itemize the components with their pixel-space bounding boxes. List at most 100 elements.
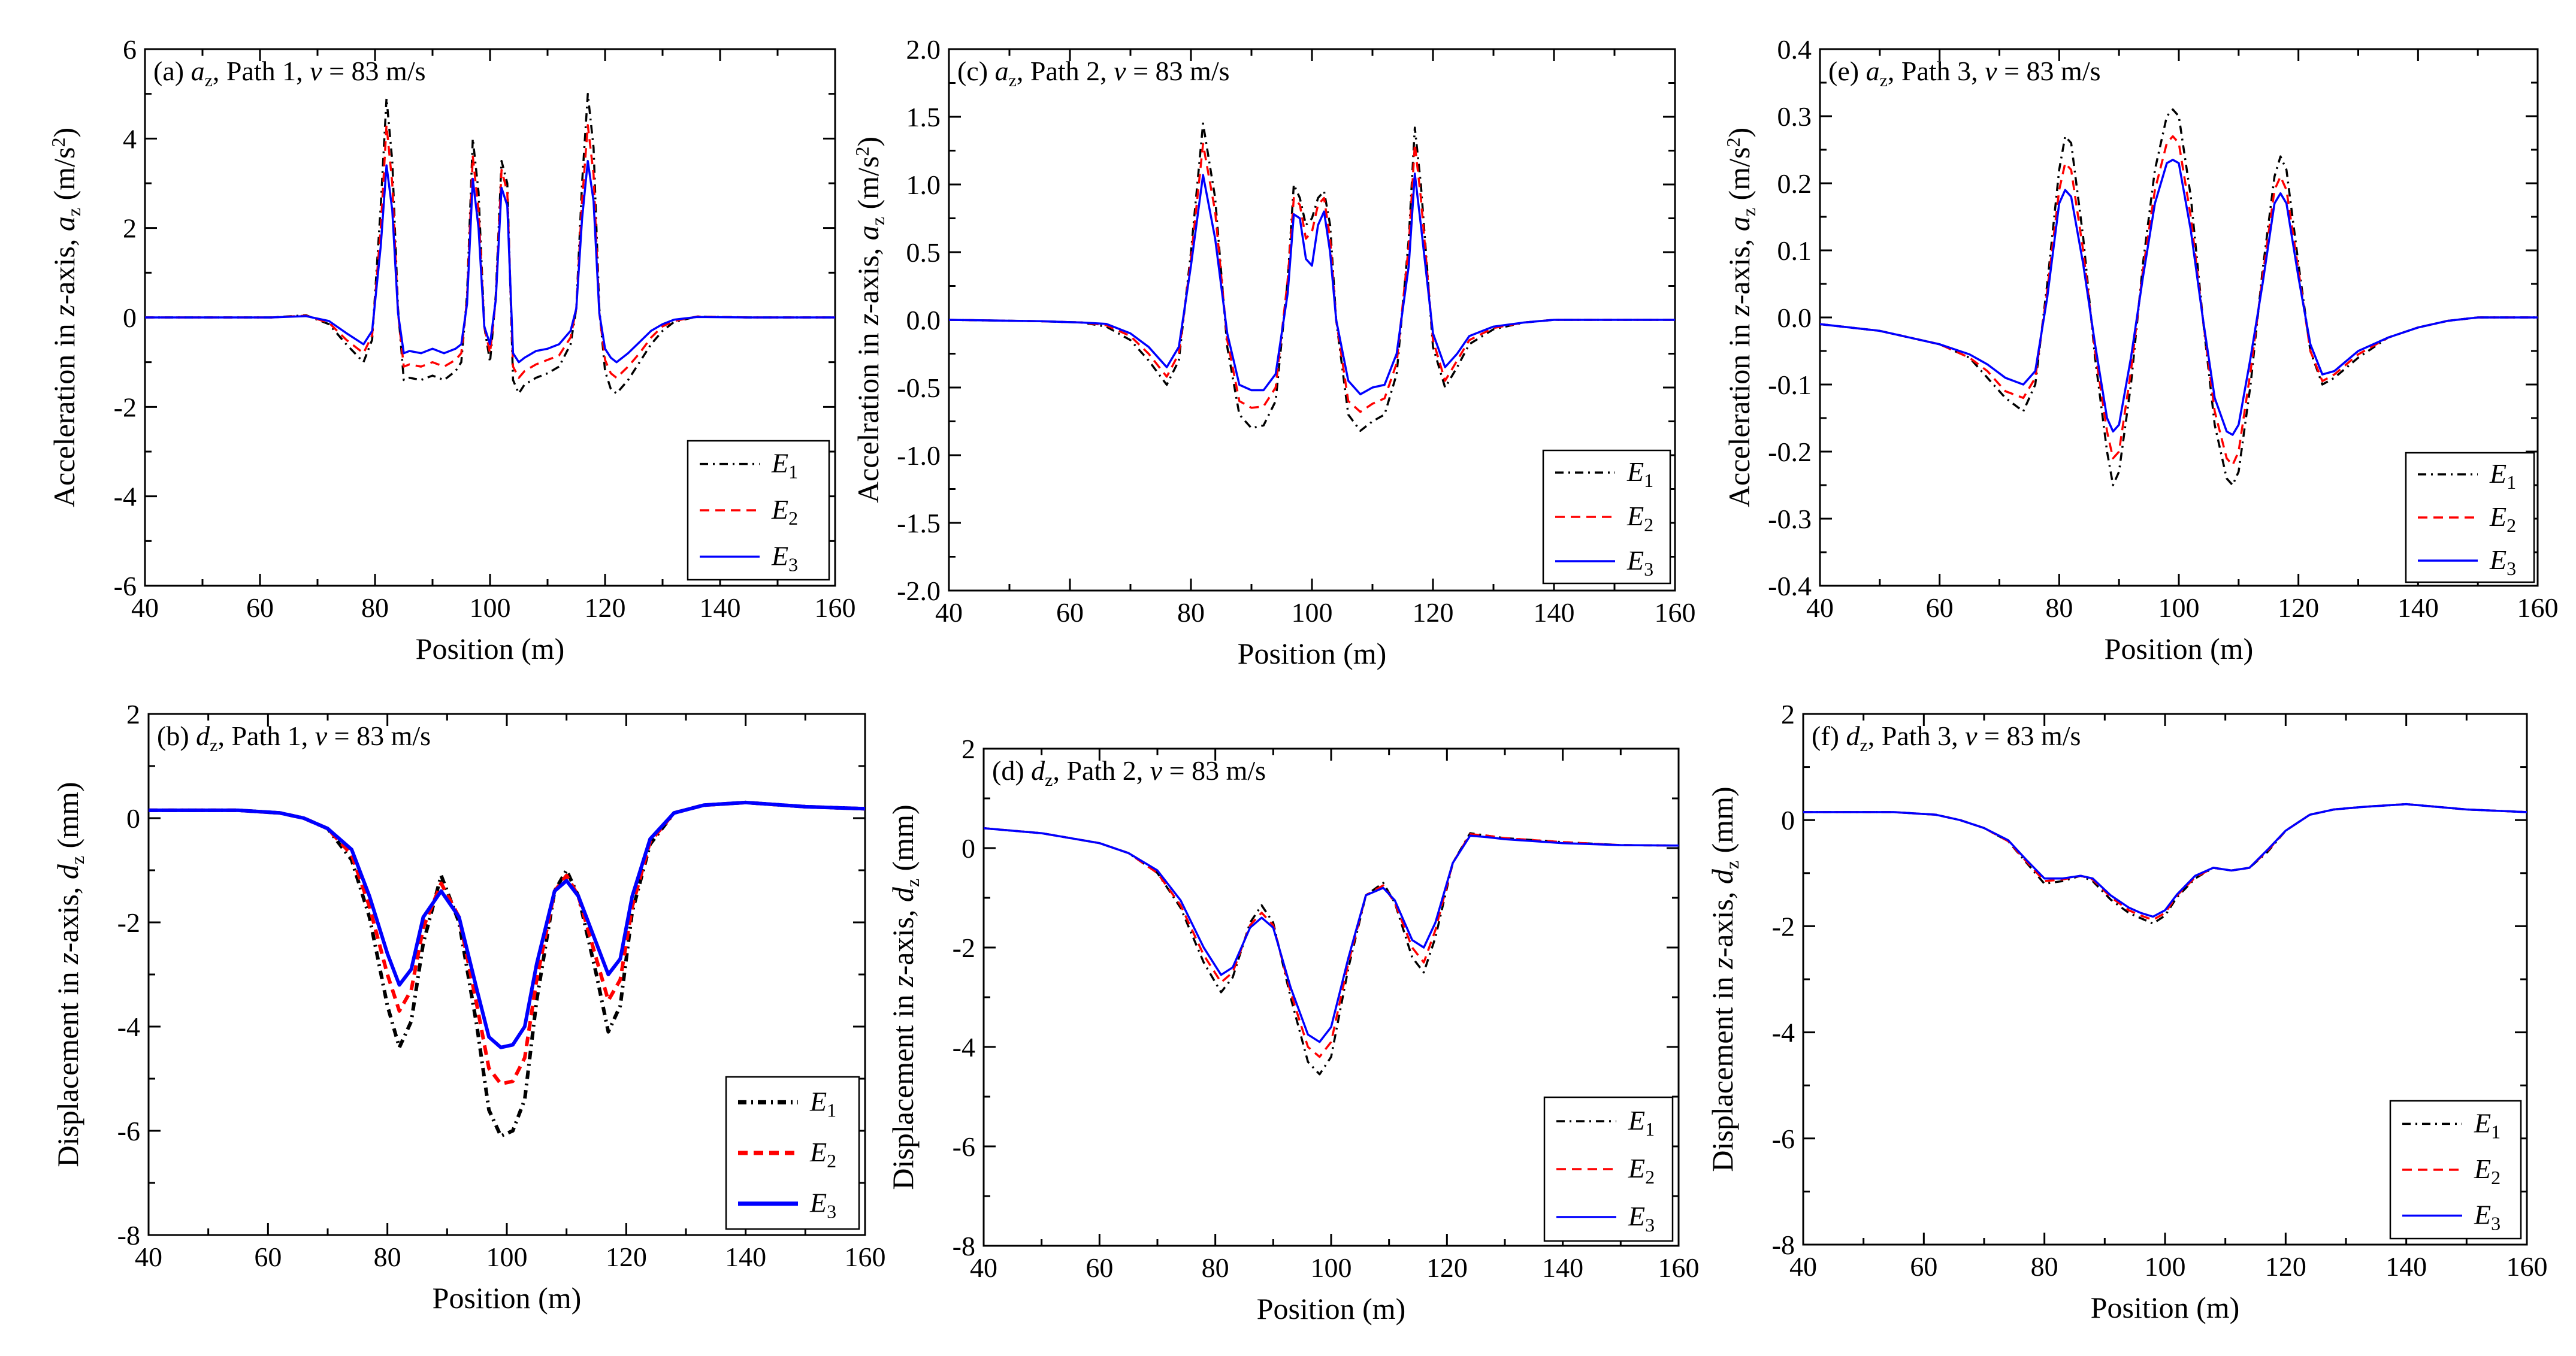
x-tick-label: 160	[1658, 1252, 1700, 1283]
y-tick-label: -8	[117, 1220, 140, 1251]
y-tick-label: 0.4	[1777, 34, 1812, 65]
x-tick-label: 40	[131, 592, 159, 623]
y-tick-label: -0.1	[1768, 370, 1812, 400]
x-tick-label: 160	[1655, 597, 1696, 628]
y-tick-label: 1.0	[906, 170, 941, 200]
legend-label-e2: E2	[2489, 501, 2516, 536]
y-tick-label: 2	[123, 213, 137, 244]
x-tick-label: 160	[2517, 592, 2559, 623]
x-tick-label: 60	[1056, 597, 1084, 628]
series-line-e3	[149, 800, 865, 1049]
legend-label-e1: E1	[1626, 456, 1653, 491]
y-tick-label: 0.5	[906, 237, 941, 268]
x-tick-label: 40	[1806, 592, 1834, 623]
panel-title: (d) dz, Path 2, v = 83 m/s	[992, 755, 1266, 790]
legend-label-e3: E3	[771, 540, 798, 575]
panel-title: (b) dz, Path 1, v = 83 m/s	[157, 721, 431, 755]
series-line-e3	[1820, 159, 2538, 436]
x-tick-label: 140	[1534, 597, 1575, 628]
y-tick-label: -6	[117, 1116, 140, 1146]
series-line-e2	[1803, 803, 2527, 921]
x-tick-label: 140	[725, 1242, 766, 1272]
x-tick-label: 80	[361, 592, 389, 623]
legend: E1 E2 E3	[725, 1076, 860, 1230]
legend: E1 E2 E3	[2405, 452, 2535, 583]
y-tick-label: 0	[962, 833, 975, 864]
series-line-e2	[149, 800, 865, 1086]
panel-a: 40 60 80 100 120 140 160 -6 -4 -2 0 2 4 6 Position (m)…	[47, 34, 856, 665]
x-tick-label: 60	[1926, 592, 1954, 623]
y-axis-title: Accelration in z-axis, az (m/s2)	[851, 137, 888, 503]
series-line-e1	[149, 800, 865, 1138]
series-line-e1	[1803, 803, 2527, 925]
y-tick-label: 2	[1781, 699, 1795, 730]
legend-label-e1: E1	[2489, 458, 2516, 493]
x-axis-title: Position (m)	[416, 632, 565, 665]
series-line-e3	[949, 172, 1675, 396]
x-tick-label: 140	[2385, 1251, 2427, 1282]
y-tick-label: 4	[123, 123, 137, 154]
y-tick-label: -0.5	[897, 373, 941, 403]
x-tick-label: 120	[585, 592, 626, 623]
y-tick-label: 2	[962, 734, 975, 764]
series-line-e1	[984, 827, 1679, 1076]
x-tick-label: 80	[1202, 1252, 1229, 1283]
y-tick-label: -0.4	[1768, 571, 1812, 601]
x-tick-label: 40	[970, 1252, 997, 1283]
x-tick-label: 140	[700, 592, 741, 623]
series-line-e2	[1820, 135, 2538, 467]
x-axis-title: Position (m)	[1238, 637, 1387, 670]
y-tick-label: 0	[1781, 805, 1795, 836]
x-tick-label: 60	[246, 592, 274, 623]
panel-d: 40 60 80 100 120 140 160 -8 -6 -4 -2 0 2 Position (m)…	[886, 734, 1700, 1325]
x-tick-label: 120	[2265, 1251, 2306, 1282]
legend-label-e2: E2	[809, 1137, 836, 1172]
panel-title: (e) az, Path 3, v = 83 m/s	[1828, 56, 2101, 90]
series-line-e3	[145, 159, 835, 364]
y-tick-label: -2	[117, 907, 140, 938]
panel-title: (c) az, Path 2, v = 83 m/s	[957, 56, 1230, 90]
y-tick-label: -2	[953, 933, 975, 963]
legend-label-e3: E3	[809, 1188, 836, 1222]
panel-b: 40 60 80 100 120 140 160 -8 -6 -4 -2 0 2 Position (m)…	[51, 699, 886, 1315]
panel-e: 40 60 80 100 120 140 160 -0.4 -0.3 -0.2 -0.1 0.0 0.1…	[1722, 34, 2559, 665]
y-tick-label: 0	[126, 803, 140, 834]
x-axis-title: Position (m)	[2091, 1291, 2240, 1324]
legend-label-e1: E1	[809, 1086, 836, 1121]
legend-label-e2: E2	[1628, 1153, 1655, 1188]
legend-label-e3: E3	[2489, 544, 2516, 579]
legend-label-e3: E3	[2474, 1200, 2501, 1234]
x-axis-title: Position (m)	[433, 1281, 582, 1315]
y-tick-label: 0.2	[1777, 168, 1812, 199]
legend-label-e2: E2	[771, 494, 798, 529]
x-tick-label: 60	[1086, 1252, 1113, 1283]
y-tick-label: -2	[1772, 911, 1795, 942]
x-tick-label: 120	[1413, 597, 1454, 628]
x-tick-label: 100	[2158, 592, 2200, 623]
y-tick-label: 0.1	[1777, 235, 1812, 266]
y-axis-title: Displacement in z-axis, dz (mm)	[51, 782, 88, 1167]
y-tick-label: -2.0	[897, 576, 941, 606]
series-line-e2	[949, 143, 1675, 413]
legend-label-e1: E1	[771, 448, 798, 483]
x-tick-label: 80	[374, 1242, 401, 1272]
y-tick-label: 2	[126, 699, 140, 730]
x-tick-label: 80	[2031, 1251, 2058, 1282]
x-tick-label: 120	[606, 1242, 647, 1272]
y-tick-label: 0.3	[1777, 101, 1812, 132]
y-tick-label: -6	[114, 571, 137, 601]
x-tick-label: 100	[486, 1242, 528, 1272]
y-tick-label: 1.5	[906, 102, 941, 132]
y-tick-label: -4	[114, 482, 137, 512]
x-tick-label: 100	[470, 592, 511, 623]
legend-label-e3: E3	[1626, 545, 1653, 580]
x-tick-label: 140	[1542, 1252, 1583, 1283]
y-tick-label: -0.3	[1768, 504, 1812, 534]
legend-label-e2: E2	[2474, 1154, 2501, 1188]
series-line-e3	[984, 827, 1679, 1043]
panel-title: (a) az, Path 1, v = 83 m/s	[153, 56, 426, 90]
legend-label-e1: E1	[2474, 1107, 2501, 1142]
legend: E1 E2 E3	[2389, 1100, 2522, 1240]
legend-label-e3: E3	[1628, 1201, 1655, 1236]
